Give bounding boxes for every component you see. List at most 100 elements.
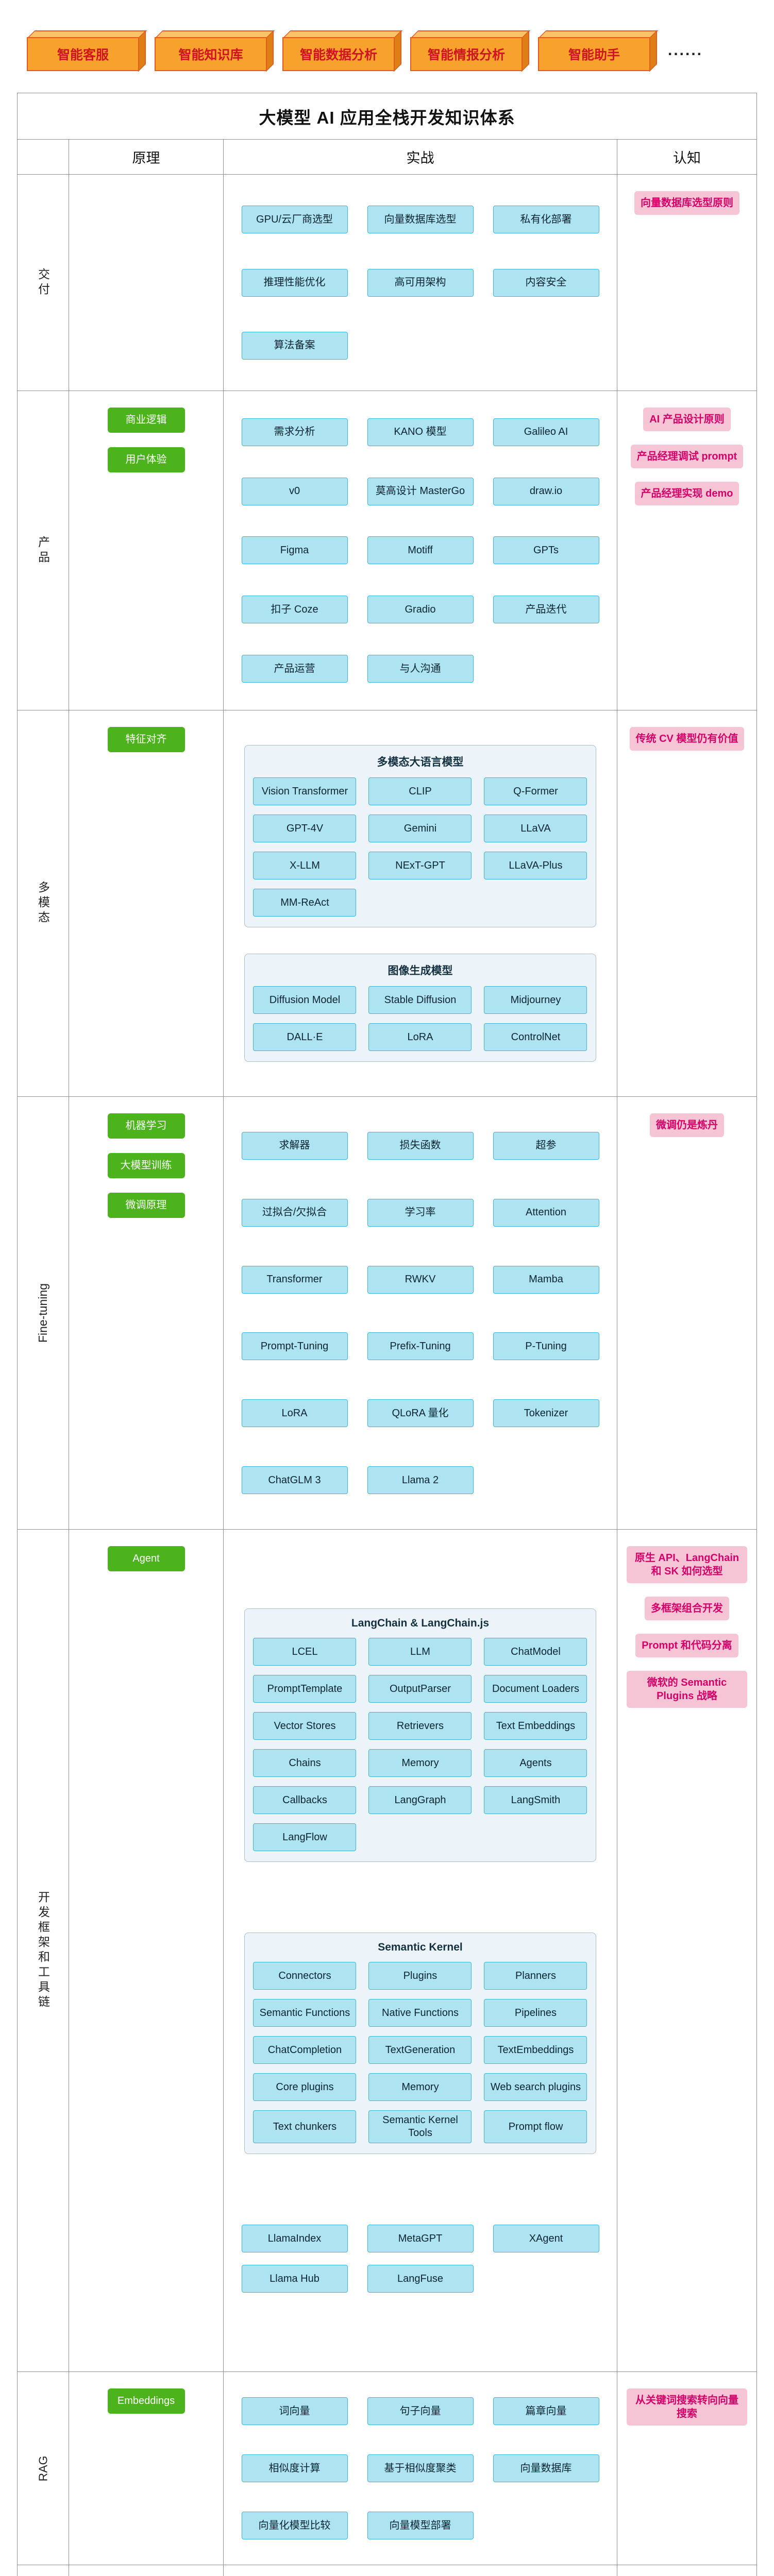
app-box: 智能情报分析	[410, 30, 531, 72]
practice-grid: 词向量 句子向量 篇章向量 相似度计算 基于相似度聚类 向量数据库 向量化模型比较 向量模型部…	[237, 2380, 603, 2556]
practice-item: Llama 2	[367, 1466, 474, 1495]
practice-item: P-Tuning	[493, 1332, 599, 1361]
practice-item: LangFlow	[253, 1823, 357, 1851]
cognition-cell: 从关键词搜索转向向量搜索	[617, 2372, 756, 2565]
practice-item: 产品运营	[241, 655, 348, 683]
practice-item: Semantic Functions	[253, 1999, 357, 2027]
practice-item: Prompt-Tuning	[241, 1332, 348, 1361]
app-box-side-face	[394, 30, 401, 72]
row-label-text: 交付	[36, 267, 50, 298]
practice-item: KANO 模型	[367, 418, 474, 446]
practice-item: ControlNet	[484, 1023, 587, 1051]
practice-group: 多模态大语言模型 Vision Transformer CLIP Q-Former GP…	[244, 745, 596, 927]
principle-cell: 商业逻辑 用户体验	[69, 391, 224, 710]
practice-item: NExT-GPT	[368, 852, 472, 879]
practice-item: 向量化模型比较	[241, 2512, 348, 2539]
principle-pill: 大模型训练	[107, 1153, 185, 1178]
practice-item: TextEmbeddings	[484, 2036, 587, 2064]
practice-item: MM-ReAct	[253, 889, 357, 917]
practice-item: 与人沟通	[367, 655, 474, 683]
board-title: 大模型 AI 应用全栈开发知识体系	[18, 93, 756, 140]
knowledge-row: 产品 商业逻辑 用户体验 需求分析 KANO 模型 Galileo AI v0 莫高设计 Ma…	[18, 391, 756, 710]
practice-group-title: LangChain & LangChain.js	[351, 1617, 490, 1629]
practice-item: TextGeneration	[368, 2036, 472, 2064]
knowledge-rows: 交付 GPU/云厂商选型 向量数据库选型 私有化部署 推理性能优化 高可用架构 内容安全 算法…	[18, 175, 756, 2576]
practice-item: Pipelines	[484, 1999, 587, 2027]
cognition-cell: 向量数据库选型原则	[617, 175, 756, 391]
practice-item: QLoRA 量化	[367, 1399, 474, 1428]
app-box-label: 智能助手	[568, 48, 620, 62]
practice-grid: GPU/云厂商选型 向量数据库选型 私有化部署 推理性能优化 高可用架构 内容安全 算法备案	[237, 183, 603, 382]
cognition-cell: 原生 API、LangChain 和 SK 如何选型 多框架组合开发 Prompt …	[617, 1530, 756, 2371]
practice-item: 推理性能优化	[241, 268, 348, 297]
row-label-text: 产品	[36, 535, 50, 566]
practice-item: Mamba	[493, 1265, 599, 1294]
knowledge-row: RAG Embeddings 词向量 句子向量 篇章向量 相似度计算 基于相似度聚类 向量数据…	[18, 2372, 756, 2565]
practice-grid: 求解器 损失函数 超参 过拟合/欠拟合 学习率 Attention Transformer R…	[237, 1105, 603, 1521]
practice-item: Vector Stores	[253, 1712, 357, 1740]
practice-item: ChatCompletion	[253, 2036, 357, 2064]
practice-item: 基于相似度聚类	[367, 2454, 474, 2482]
practice-item: 向量数据库	[493, 2454, 599, 2482]
practice-grid: 生成式 API对话式 APIAssistants APIFunction Cal…	[237, 2573, 603, 2576]
practice-item: 莫高设计 MasterGo	[367, 477, 474, 505]
practice-item: 算法备案	[241, 331, 348, 360]
practice-item: Galileo AI	[493, 418, 599, 446]
practice-item: Motiff	[367, 536, 474, 565]
row-label-cell: 产品	[18, 391, 69, 710]
row-label-cell: 开发框架和工具链	[18, 1530, 69, 2371]
cognition-note: 微调仍是炼丹	[650, 1113, 724, 1137]
practice-item: 需求分析	[241, 418, 348, 446]
practice-item: Q-Former	[484, 777, 587, 805]
column-header-cognition: 认知	[673, 150, 701, 166]
practice-item: Attention	[493, 1198, 599, 1227]
practice-item: 扣子 Coze	[241, 596, 348, 624]
knowledge-row: API用微调提升 prompt 稳定性生成式 API对话式 APIAssista…	[18, 2565, 756, 2576]
app-box-side-face	[521, 30, 529, 72]
column-header-principle: 原理	[69, 140, 224, 174]
app-box: 智能数据分析	[282, 30, 403, 72]
row-label-text: 开发框架和工具链	[36, 1891, 50, 2010]
practice-item: 篇章向量	[493, 2397, 599, 2425]
practice-grid: Connectors Plugins Planners Semantic Functi…	[252, 1962, 588, 2143]
knowledge-row: 开发框架和工具链 Agent LangChain & LangChain.js LCE…	[18, 1530, 756, 2372]
practice-grid: Diffusion Model Stable Diffusion Midjourne…	[252, 986, 588, 1051]
practice-item: Prompt flow	[484, 2110, 587, 2143]
row-label-text: 多模态	[36, 881, 50, 926]
column-header-spacer	[18, 140, 69, 174]
principle-pill: Embeddings	[107, 2388, 185, 2414]
practice-item: LangFuse	[367, 2265, 474, 2293]
practice-item: Web search plugins	[484, 2073, 587, 2101]
column-header-practice: 实战	[224, 140, 617, 174]
cognition-cell: 自然语言连接一切	[617, 2565, 756, 2576]
practice-item: LangSmith	[484, 1786, 587, 1814]
practice-grid: LCEL LLM ChatModel PromptTemplate OutputPars…	[252, 1638, 588, 1851]
practice-item: Tokenizer	[493, 1399, 599, 1428]
practice-item: ChatGLM 3	[241, 1466, 348, 1495]
practice-item: 产品迭代	[493, 596, 599, 624]
practice-group: LangChain & LangChain.js LCEL LLM ChatModel…	[244, 1608, 596, 1862]
knowledge-board: 大模型 AI 应用全栈开发知识体系 原理 实战 认知 交付 GPU/云厂商选型 向量…	[17, 93, 757, 2576]
cognition-note: 微软的 Semantic Plugins 战略	[627, 1671, 747, 1708]
practice-cell: 生成式 API对话式 APIAssistants APIFunction Cal…	[224, 2565, 617, 2576]
app-boxes-row: 智能客服 智能知识库 智能数据分析 智能情报分析 智能助手......	[0, 0, 774, 72]
practice-item: GPTs	[493, 536, 599, 565]
cognition-note: 产品经理调试 prompt	[630, 445, 744, 468]
app-box-front: 智能客服	[27, 37, 139, 71]
practice-item: PromptTemplate	[253, 1675, 357, 1703]
app-box: 智能知识库	[155, 30, 275, 72]
row-label-cell: 多模态	[18, 710, 69, 1096]
practice-item: 向量数据库选型	[367, 206, 474, 234]
cognition-note: 从关键词搜索转向向量搜索	[627, 2388, 747, 2426]
row-label-cell: Fine-tuning	[18, 1097, 69, 1529]
practice-item: Planners	[484, 1962, 587, 1990]
principle-cell: 用微调提升 prompt 稳定性	[69, 2565, 224, 2576]
cognition-cell: AI 产品设计原则 产品经理调试 prompt 产品经理实现 demo	[617, 391, 756, 710]
practice-cell: 需求分析 KANO 模型 Galileo AI v0 莫高设计 MasterGo draw…	[224, 391, 617, 710]
practice-group-title: 图像生成模型	[388, 965, 453, 977]
practice-item: 学习率	[367, 1198, 474, 1227]
practice-item: 相似度计算	[241, 2454, 348, 2482]
cognition-note: 向量数据库选型原则	[634, 191, 739, 215]
practice-item: 向量模型部署	[367, 2512, 474, 2539]
